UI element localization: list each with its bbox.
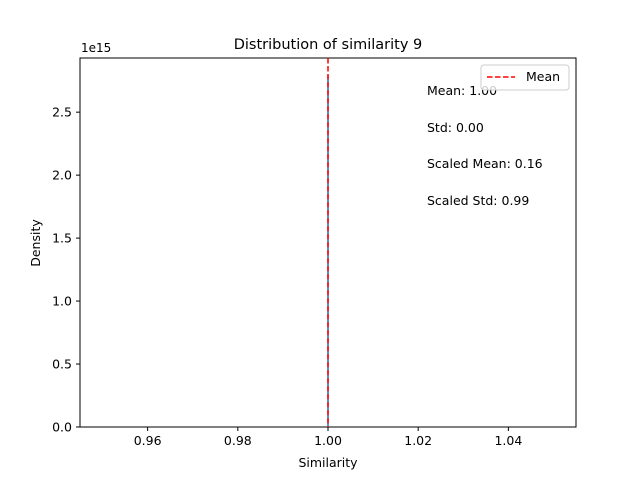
- legend-mean-label: Mean: [526, 69, 560, 84]
- x-tick-label: 1.04: [494, 433, 522, 448]
- x-tick-label: 1.00: [314, 433, 342, 448]
- y-axis-ticks: 0.0 0.5 1.0 1.5 2.0 2.5: [52, 105, 80, 435]
- stats-annotations: Mean: 1.00 Std: 0.00 Scaled Mean: 0.16 S…: [427, 83, 543, 208]
- annotation-mean: Mean: 1.00: [427, 83, 497, 98]
- y-tick-label: 1.5: [52, 231, 72, 246]
- y-tick-label: 2.5: [52, 105, 72, 120]
- y-tick-label: 1.0: [52, 294, 72, 309]
- x-tick-label: 1.02: [404, 433, 432, 448]
- y-tick-label: 0.0: [52, 420, 72, 435]
- chart-title: Distribution of similarity 9: [234, 37, 423, 53]
- x-axis-label: Similarity: [298, 455, 358, 470]
- y-tick-label: 2.0: [52, 168, 72, 183]
- y-axis-offset-label: 1e15: [81, 41, 111, 55]
- x-tick-label: 0.98: [224, 433, 252, 448]
- legend-box: [480, 64, 570, 91]
- y-axis-label: Density: [28, 219, 43, 267]
- x-tick-label: 0.96: [134, 433, 162, 448]
- legend: Mean: [480, 64, 570, 91]
- annotation-scaled-std: Scaled Std: 0.99: [427, 193, 529, 208]
- y-tick-label: 0.5: [52, 357, 72, 372]
- annotation-scaled-mean: Scaled Mean: 0.16: [427, 156, 543, 171]
- x-axis-ticks: 0.96 0.98 1.00 1.02 1.04: [134, 427, 522, 448]
- annotation-std: Std: 0.00: [427, 120, 484, 135]
